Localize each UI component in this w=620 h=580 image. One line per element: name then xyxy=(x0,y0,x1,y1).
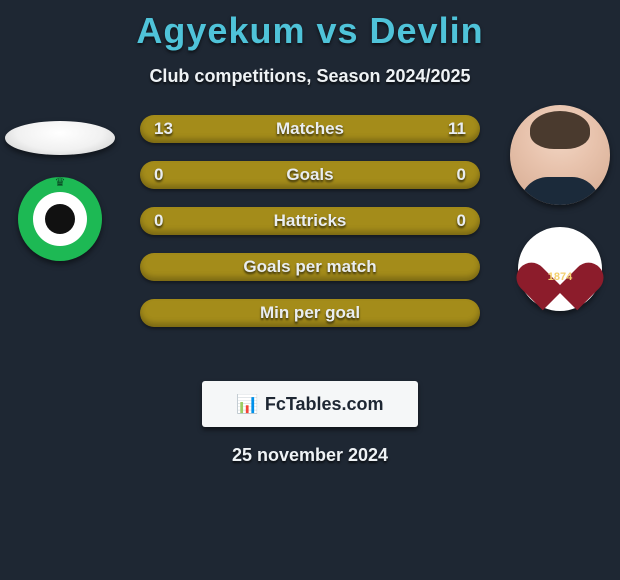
left-club-logo: ♛ xyxy=(18,177,102,261)
stat-label: Matches xyxy=(276,119,344,139)
left-club-inner-icon xyxy=(33,192,87,246)
page-title: Agyekum vs Devlin xyxy=(0,0,620,52)
comparison-area: ♛ 13 Matches 11 0 Goals 0 0 Hattricks 0 … xyxy=(0,115,620,375)
stat-bar-goals-per-match: Goals per match xyxy=(140,253,480,281)
right-player-photo xyxy=(510,105,610,205)
right-club-logo: 1874 xyxy=(518,227,602,311)
left-player-photo xyxy=(5,121,115,155)
stat-label: Goals per match xyxy=(243,257,376,277)
stat-bar-hattricks: 0 Hattricks 0 xyxy=(140,207,480,235)
right-player-column: 1874 xyxy=(500,115,620,311)
right-club-year: 1874 xyxy=(548,271,572,283)
stat-bar-min-per-goal: Min per goal xyxy=(140,299,480,327)
date-label: 25 november 2024 xyxy=(0,445,620,466)
stat-bar-goals: 0 Goals 0 xyxy=(140,161,480,189)
stat-bars: 13 Matches 11 0 Goals 0 0 Hattricks 0 Go… xyxy=(140,115,480,345)
subtitle: Club competitions, Season 2024/2025 xyxy=(0,66,620,87)
crown-icon: ♛ xyxy=(55,175,66,189)
branding-text: FcTables.com xyxy=(265,394,384,415)
chart-icon: 📊 xyxy=(236,394,258,415)
stat-left-value: 0 xyxy=(154,211,163,231)
stat-left-value: 13 xyxy=(154,119,173,139)
stat-bar-matches: 13 Matches 11 xyxy=(140,115,480,143)
branding-box: 📊 FcTables.com xyxy=(202,381,418,427)
stat-label: Goals xyxy=(286,165,333,185)
stat-label: Min per goal xyxy=(260,303,360,323)
stat-right-value: 11 xyxy=(448,119,466,139)
heart-icon xyxy=(532,241,588,297)
stat-label: Hattricks xyxy=(274,211,347,231)
stat-right-value: 0 xyxy=(457,211,466,231)
stat-right-value: 0 xyxy=(457,165,466,185)
stat-left-value: 0 xyxy=(154,165,163,185)
left-player-column: ♛ xyxy=(0,115,120,261)
